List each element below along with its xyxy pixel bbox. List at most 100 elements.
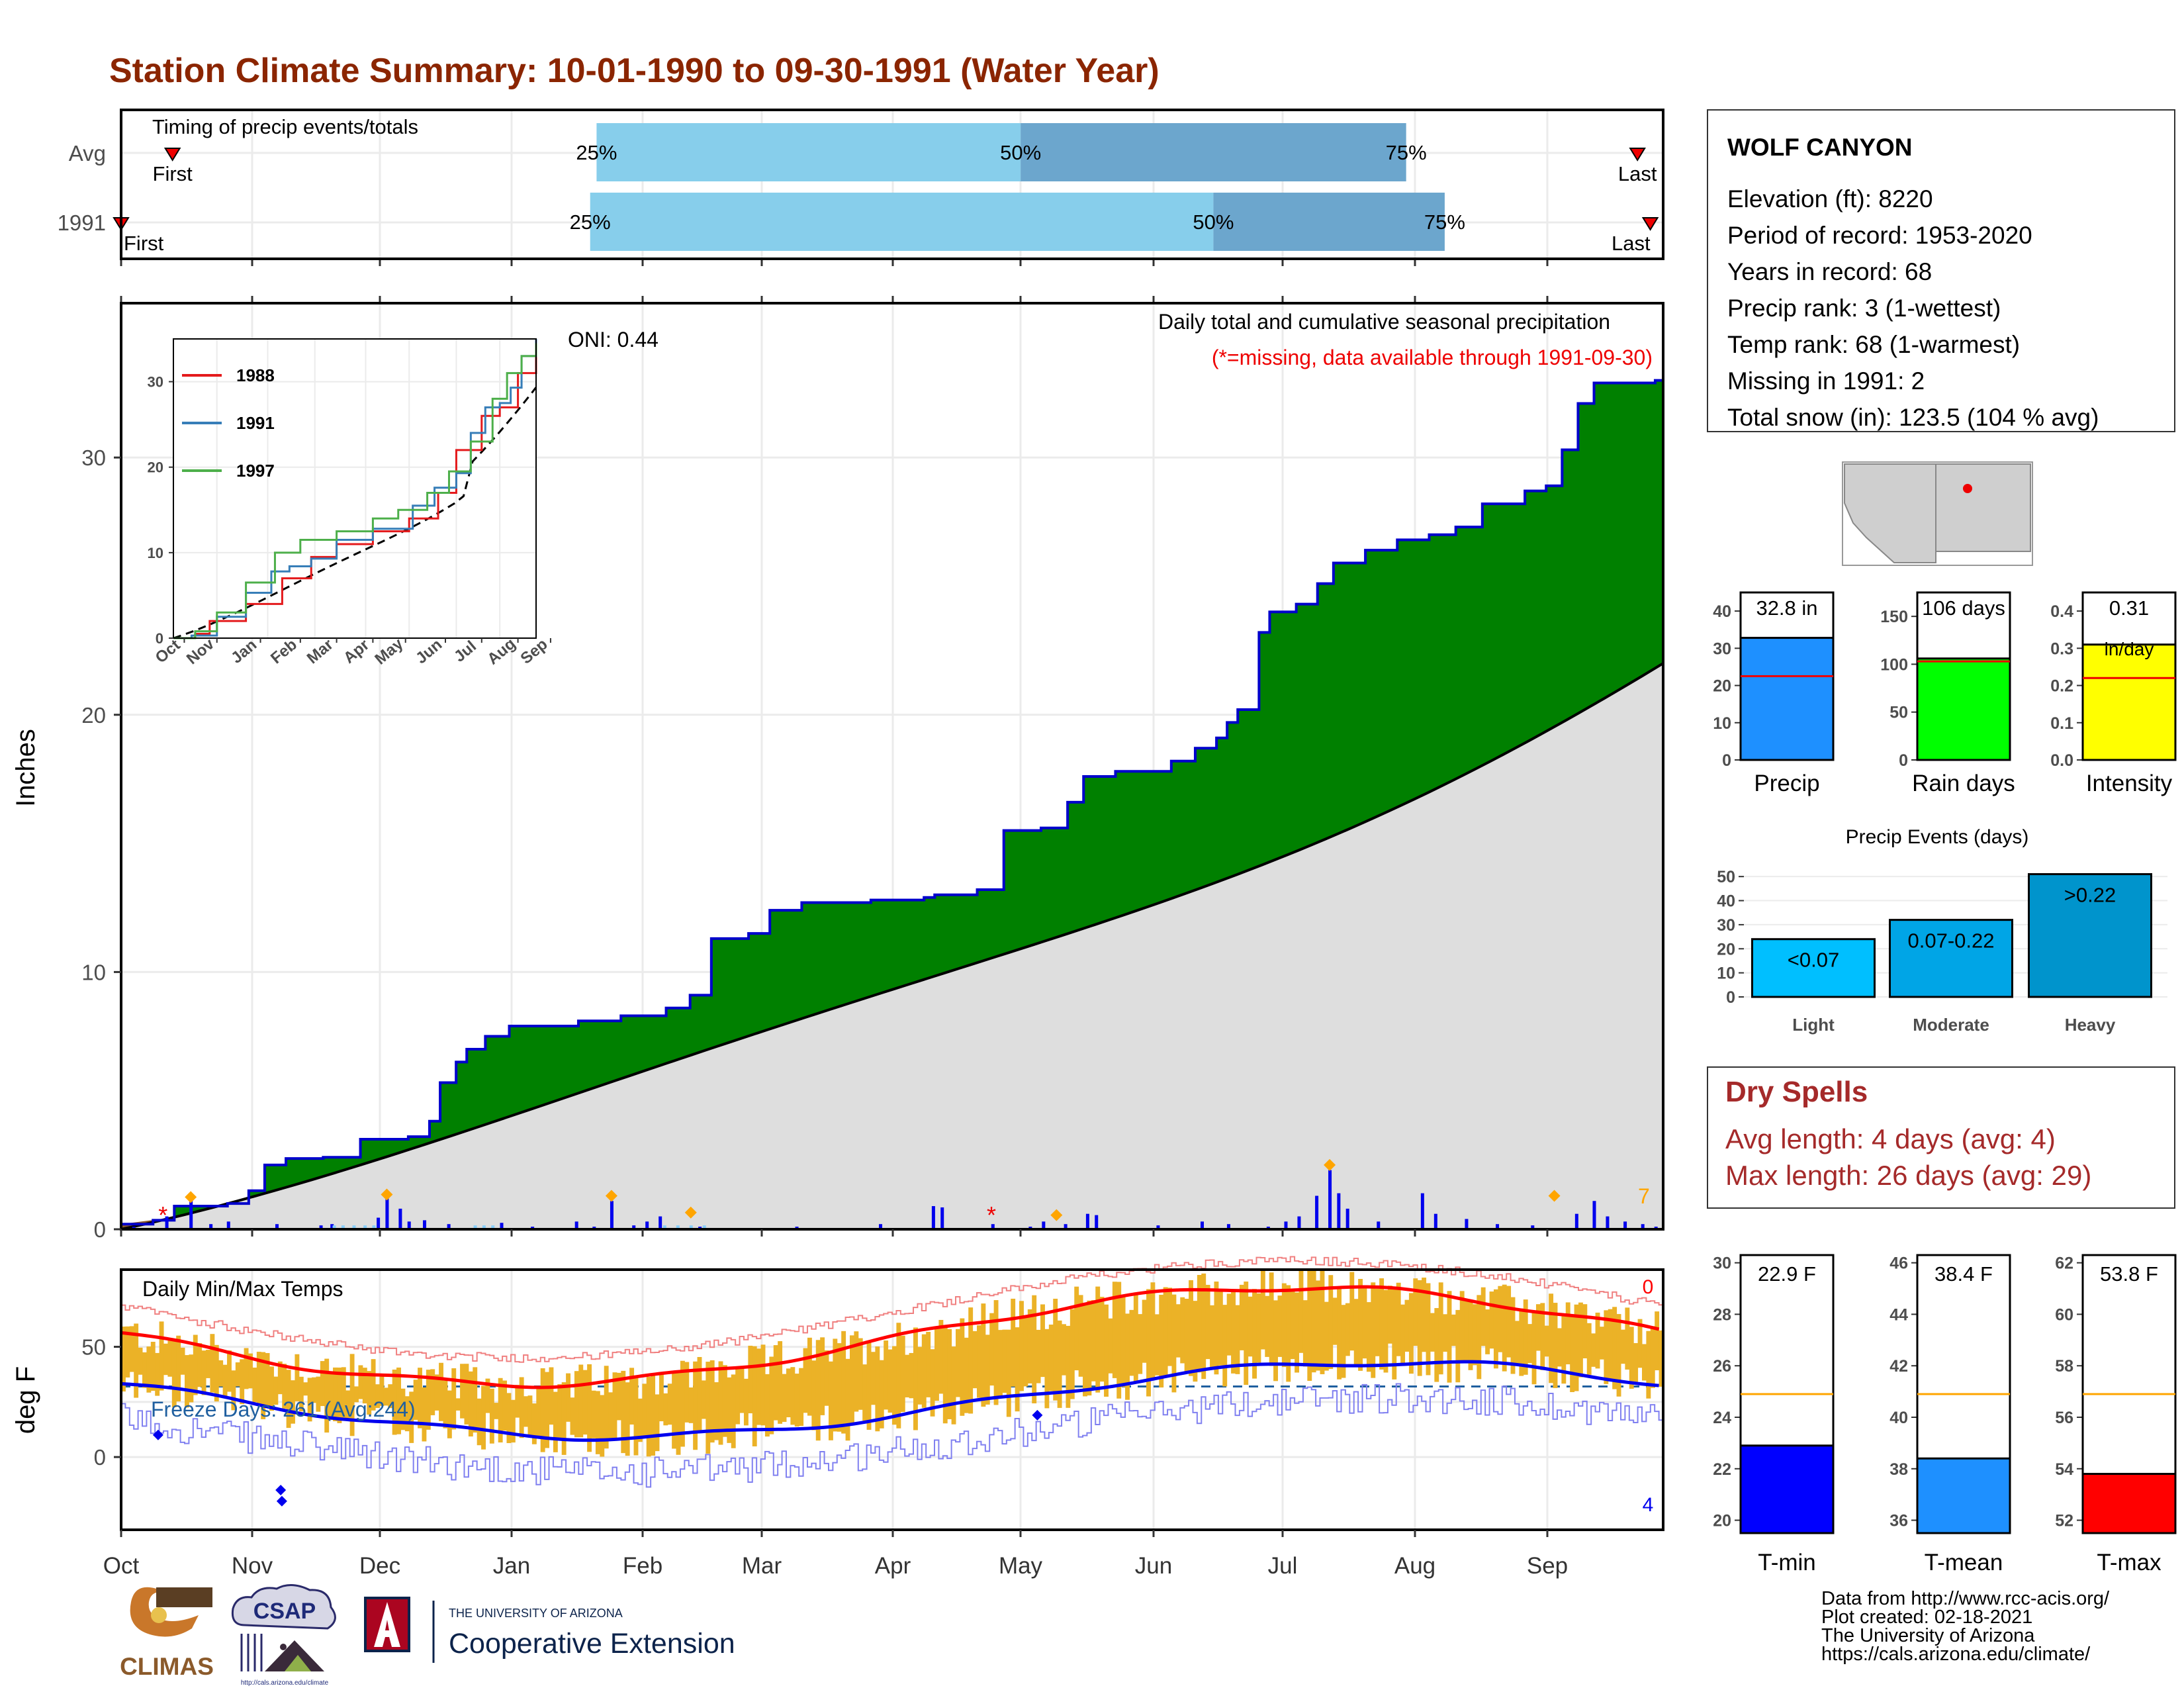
daily-temp-bar [1625, 1307, 1630, 1370]
daily-temp-bar [197, 1343, 203, 1387]
csap-url: http://cals.arizona.edu/climate [241, 1679, 329, 1687]
daily-temp-bar [176, 1335, 181, 1402]
daily-snow-bar [676, 1225, 680, 1229]
daily-temp-bar [1269, 1272, 1274, 1366]
heavy-event-marker [605, 1190, 617, 1202]
daily-snow-bar [352, 1225, 356, 1229]
daily-temp-bar [1353, 1299, 1359, 1366]
daily-temp-bar [252, 1367, 257, 1403]
daily-temp-bar [460, 1364, 465, 1419]
daily-temp-bar [1447, 1291, 1452, 1383]
month-label-feb: Feb [623, 1553, 662, 1579]
daily-temp-bar [1341, 1305, 1346, 1378]
daily-temp-bar [265, 1353, 270, 1408]
footer-credits: Data from http://www.rcc-acis.org/ Plot … [1821, 1588, 2110, 1665]
daily-temp-bar [1002, 1329, 1007, 1393]
daily-temp-bar [210, 1334, 215, 1393]
daily-precip-bar [1156, 1225, 1160, 1229]
precip-panel-title: Daily total and cumulative seasonal prec… [1158, 310, 1610, 334]
daily-temp-bar [155, 1352, 160, 1396]
temp-summary-name: T-max [2097, 1550, 2161, 1575]
daily-temp-bar [1125, 1313, 1130, 1400]
daily-temp-bar [1006, 1329, 1011, 1417]
month-label-mar: Mar [742, 1553, 782, 1579]
summary-unit-label: in/day [2105, 639, 2154, 659]
daily-temp-bar [760, 1344, 766, 1426]
daily-temp-bar [1480, 1287, 1486, 1346]
daily-temp-bar [371, 1359, 376, 1411]
daily-temp-bar [218, 1360, 224, 1387]
daily-temp-bar [1231, 1291, 1236, 1374]
daily-temp-bar [663, 1393, 668, 1426]
daily-temp-bar [1032, 1295, 1037, 1403]
daily-temp-bar [1218, 1291, 1223, 1366]
daily-precip-bar [275, 1224, 279, 1229]
event-bar-label: <0.07 [1788, 949, 1839, 972]
event-bar-light [1751, 938, 1876, 998]
daily-temp-bar [1062, 1324, 1066, 1376]
temp-y-label: deg F [11, 1366, 40, 1434]
daily-precip-bar [398, 1208, 402, 1229]
daily-precip-bar [189, 1201, 193, 1229]
daily-temp-bar [531, 1403, 537, 1444]
daily-temp-bar [328, 1371, 334, 1420]
daily-precip-bar [1574, 1213, 1578, 1229]
event-bar-heavy [2028, 873, 2152, 998]
inset-y-tick: 10 [148, 545, 163, 561]
daily-temp-bar [870, 1352, 876, 1405]
daily-temp-bar [121, 1327, 126, 1392]
summary-bars: 0 10 20 30 40 32.8 in Precip 0 50 100 150 106 days R… [1713, 591, 2177, 796]
daily-temp-bar [574, 1371, 579, 1438]
daily-precip-bar [385, 1198, 389, 1229]
daily-temp-bar [1311, 1270, 1316, 1373]
daily-temp-bar [1582, 1304, 1588, 1358]
daily-temp-bar [1637, 1319, 1643, 1368]
daily-temp-bar [845, 1358, 850, 1441]
daily-temp-bar [1184, 1298, 1189, 1374]
daily-temp-bar [926, 1331, 931, 1397]
daily-precip-bar [330, 1224, 334, 1229]
daily-temp-bar [600, 1395, 605, 1457]
daily-temp-bar [134, 1323, 139, 1398]
daily-precip-bar [226, 1221, 230, 1229]
precip-average-line [120, 662, 1664, 1231]
temp-y-tick: 0 [94, 1445, 106, 1470]
timing-panel-label: Timing of precip events/totals [152, 115, 418, 138]
daily-temp-bar [1298, 1269, 1304, 1353]
daily-temp-bar [773, 1345, 778, 1421]
daily-temp-bar [938, 1319, 944, 1394]
temp-summary-tick: 24 [1713, 1409, 1731, 1427]
daily-precip-bar [1095, 1215, 1099, 1229]
summary-tick: 0 [1899, 751, 1908, 770]
daily-precip-bar [1226, 1224, 1230, 1229]
daily-temp-bar [320, 1361, 325, 1407]
heavy-event-marker [185, 1191, 197, 1203]
missing-data-marker: * [987, 1201, 996, 1229]
daily-temp-bar [1154, 1314, 1160, 1376]
daily-temp-bar [1570, 1315, 1575, 1392]
daily-temp-bar [764, 1374, 770, 1437]
daily-temp-bar [1553, 1303, 1558, 1388]
daily-temp-bar [1235, 1305, 1240, 1374]
last-event-marker [1641, 217, 1659, 231]
first-event-marker [163, 148, 181, 162]
precip-average-area [121, 663, 1663, 1229]
temp-summary-tick: 26 [1713, 1357, 1731, 1376]
inset-series-1997 [173, 343, 537, 639]
daily-temp-bar [849, 1335, 854, 1425]
daily-temp-bar [392, 1369, 397, 1435]
daily-snow-bar [491, 1225, 495, 1229]
daily-temp-bar [159, 1321, 164, 1391]
daily-temp-bar [409, 1391, 414, 1443]
daily-temp-bar [972, 1331, 978, 1389]
daily-temp-bar [1362, 1288, 1367, 1359]
daily-temp-bar [566, 1373, 571, 1422]
daily-temp-bar [443, 1380, 448, 1429]
daily-temp-bar [1019, 1301, 1024, 1391]
daily-temp-bar [307, 1378, 312, 1422]
record-low-marker [152, 1429, 163, 1440]
temp-summary-tick: 28 [1713, 1305, 1731, 1324]
heavy-event-marker [684, 1206, 697, 1219]
daily-temp-bar [1629, 1327, 1634, 1389]
